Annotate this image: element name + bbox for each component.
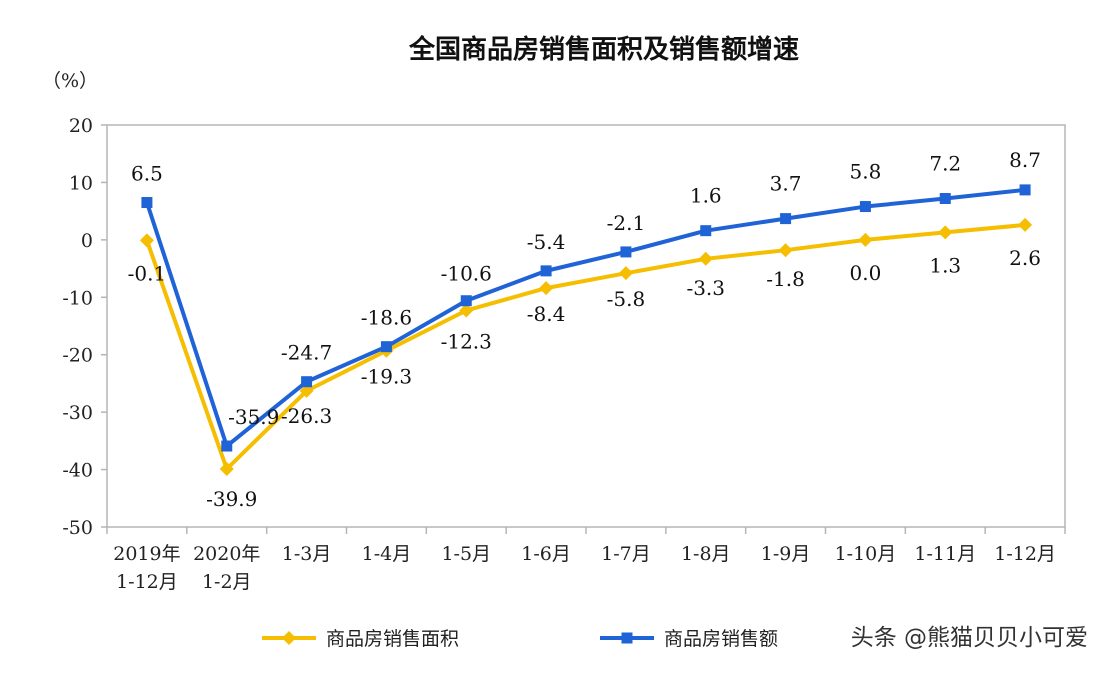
data-point-amount bbox=[700, 225, 712, 237]
plot-frame bbox=[106, 124, 1066, 528]
data-label: 7.2 bbox=[929, 152, 961, 176]
plot-area: 20 10 0 -10 -20 -30 -40 -50 2019年 1-12月 2020年 1-2月 1… bbox=[62, 115, 1066, 593]
data-point-area bbox=[1018, 217, 1033, 232]
data-label: -39.9 bbox=[206, 487, 257, 511]
data-label: 0.0 bbox=[850, 261, 882, 285]
data-point-amount bbox=[1019, 184, 1031, 196]
series-line-amount bbox=[145, 187, 1026, 449]
x-tick-label: 1-8月 bbox=[681, 543, 731, 565]
data-point-amount bbox=[221, 440, 233, 452]
data-label: 3.7 bbox=[770, 172, 802, 196]
x-tick-label: 1-12月 bbox=[994, 543, 1056, 565]
data-label: -5.4 bbox=[527, 230, 566, 254]
y-tick-label: 20 bbox=[69, 115, 93, 137]
data-label: -19.3 bbox=[361, 365, 412, 389]
data-label: -24.7 bbox=[281, 341, 332, 365]
y-tick-label: -10 bbox=[62, 287, 93, 309]
x-tick-label: 1-4月 bbox=[362, 543, 412, 565]
data-label: -10.6 bbox=[441, 262, 492, 286]
x-tick-label: 1-6月 bbox=[521, 543, 571, 565]
data-label: -8.4 bbox=[527, 302, 566, 326]
data-label: 1.6 bbox=[690, 184, 722, 208]
data-point-amount bbox=[859, 201, 871, 213]
data-label: -2.1 bbox=[607, 211, 646, 235]
x-tick-label: 1-7月 bbox=[601, 543, 651, 565]
data-label: -0.1 bbox=[128, 261, 167, 285]
legend-marker bbox=[621, 632, 633, 644]
data-point-area bbox=[698, 251, 713, 266]
data-point-area bbox=[299, 383, 314, 398]
data-label: 8.7 bbox=[1009, 148, 1041, 172]
legend: 商品房销售面积 商品房销售额 bbox=[262, 628, 778, 650]
x-tick-label: 1-9月 bbox=[761, 543, 811, 565]
data-point-amount bbox=[460, 295, 472, 307]
data-point-amount bbox=[780, 213, 792, 225]
data-point-amount bbox=[141, 197, 153, 209]
x-tick-label: 1-3月 bbox=[282, 543, 332, 565]
data-point-amount bbox=[540, 265, 552, 277]
data-point-amount bbox=[939, 193, 951, 205]
data-point-amount bbox=[301, 376, 313, 388]
x-tick-label: 1-12月 bbox=[116, 571, 178, 593]
data-point-area bbox=[219, 461, 234, 476]
watermark-text: 头条 @熊猫贝贝小可爱 bbox=[851, 625, 1088, 651]
data-point-area bbox=[139, 233, 154, 248]
x-tick-label: 1-11月 bbox=[914, 543, 976, 565]
data-point-area bbox=[618, 266, 633, 281]
y-tick-label: 0 bbox=[81, 230, 93, 252]
data-label: -26.3 bbox=[281, 404, 332, 428]
x-tick-label: 2020年 bbox=[193, 543, 260, 565]
data-label: 2.6 bbox=[1009, 246, 1041, 270]
data-label: -5.8 bbox=[607, 287, 646, 311]
data-point-amount bbox=[620, 246, 632, 258]
legend-label: 商品房销售面积 bbox=[326, 628, 459, 650]
chart-title: 全国商品房销售面积及销售额增速 bbox=[408, 34, 799, 65]
data-label: 6.5 bbox=[131, 162, 163, 186]
data-point-area bbox=[858, 232, 873, 247]
data-point-amount bbox=[380, 341, 392, 353]
data-point-area bbox=[539, 281, 554, 296]
x-tick-label: 2019年 bbox=[113, 543, 180, 565]
data-label: -18.6 bbox=[361, 306, 412, 330]
data-label: -3.3 bbox=[686, 276, 725, 300]
x-tick-label: 1-2月 bbox=[202, 571, 252, 593]
data-point-area bbox=[459, 303, 474, 318]
y-tick-label: -20 bbox=[62, 345, 93, 367]
legend-marker bbox=[282, 631, 296, 645]
y-tick-label: -40 bbox=[62, 460, 93, 482]
series-line-area bbox=[145, 222, 1026, 471]
x-tick-label: 1-10月 bbox=[835, 543, 897, 565]
data-label: -12.3 bbox=[441, 329, 492, 353]
y-tick-label: 10 bbox=[69, 172, 93, 194]
data-point-area bbox=[778, 243, 793, 258]
data-label: 1.3 bbox=[929, 253, 961, 277]
data-point-area bbox=[938, 225, 953, 240]
data-label: -1.8 bbox=[766, 267, 805, 291]
legend-label: 商品房销售额 bbox=[664, 628, 778, 650]
y-axis-unit-label: （%） bbox=[42, 70, 98, 92]
data-label: 5.8 bbox=[850, 160, 882, 184]
data-label: -35.9 bbox=[228, 405, 279, 429]
x-tick-label: 1-5月 bbox=[441, 543, 491, 565]
y-tick-label: -30 bbox=[62, 402, 93, 424]
y-tick-label: -50 bbox=[62, 517, 93, 539]
